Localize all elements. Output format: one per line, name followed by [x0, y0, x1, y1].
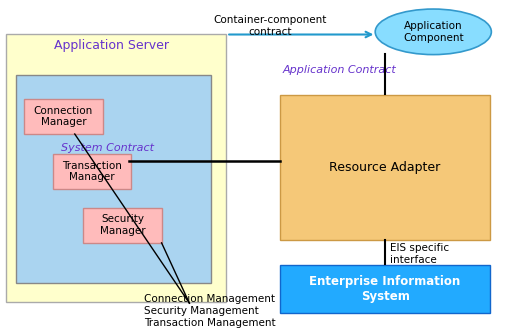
Text: Resource Adapter: Resource Adapter: [329, 161, 441, 174]
Text: EIS specific
interface: EIS specific interface: [390, 243, 449, 265]
Text: Application Contract: Application Contract: [283, 65, 396, 75]
Text: Application Server: Application Server: [54, 39, 169, 52]
FancyBboxPatch shape: [53, 154, 131, 189]
FancyBboxPatch shape: [6, 34, 226, 302]
Text: Application
Component: Application Component: [403, 21, 464, 43]
FancyBboxPatch shape: [280, 265, 490, 313]
FancyBboxPatch shape: [16, 75, 211, 283]
Text: Enterprise Information
System: Enterprise Information System: [310, 275, 461, 303]
Text: Security
Manager: Security Manager: [99, 214, 145, 236]
Text: Container-component
contract: Container-component contract: [214, 15, 327, 37]
FancyBboxPatch shape: [24, 99, 103, 134]
Text: Connection
Manager: Connection Manager: [34, 106, 93, 127]
FancyBboxPatch shape: [83, 208, 162, 243]
Ellipse shape: [375, 9, 491, 55]
Text: Transaction
Manager: Transaction Manager: [62, 161, 122, 183]
FancyBboxPatch shape: [280, 95, 490, 240]
Text: System Contract: System Contract: [61, 143, 154, 153]
Text: Connection Management
Security Management
Transaction Management: Connection Management Security Managemen…: [144, 294, 276, 328]
